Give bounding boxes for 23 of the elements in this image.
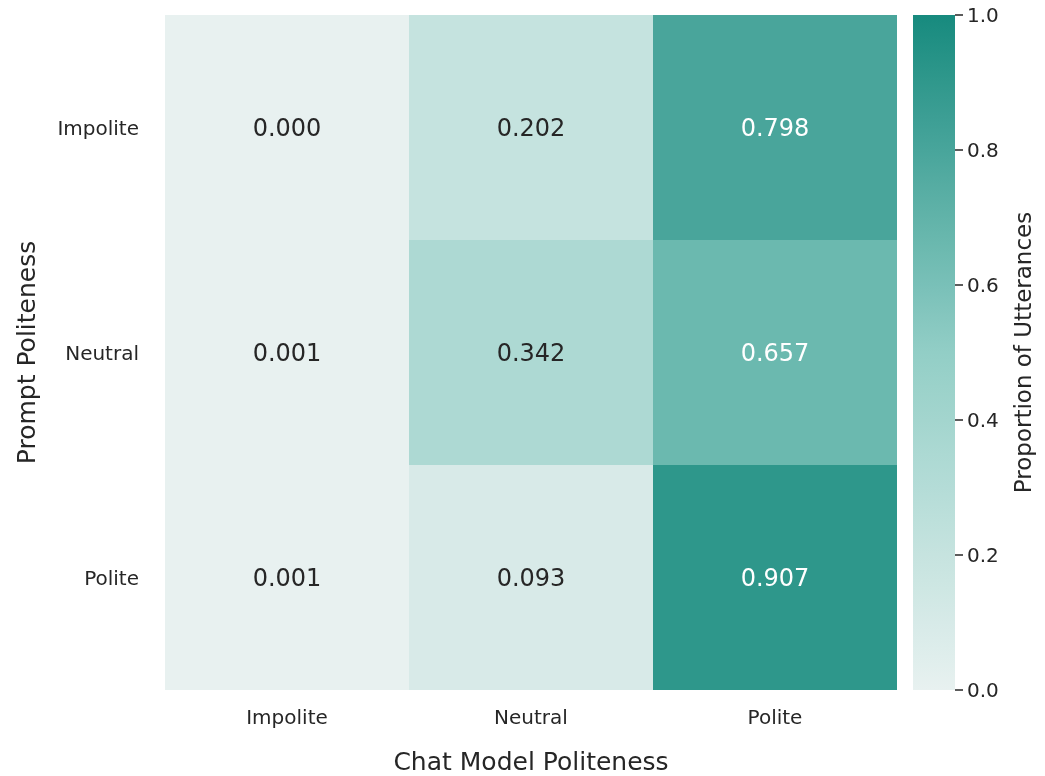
x-axis-title: Chat Model Politeness [393,747,669,776]
data-label: 0.093 [496,563,566,592]
color-bar-label: 0.2 [967,543,999,567]
y-axis-title: Prompt Politeness [11,240,41,465]
color-bar-label: 0.6 [967,273,999,297]
data-label: 0.001 [252,563,322,592]
color-bar-label: 0.4 [967,408,999,432]
data-label: 0.001 [252,338,322,367]
data-label: 0.202 [496,113,566,142]
data-label: 0.657 [740,338,810,367]
y-tick-label: Neutral [65,340,139,365]
data-label: 0.342 [496,338,566,367]
data-label: 0.798 [740,113,810,142]
x-tick-label: Polite [747,705,803,730]
data-label: 0.000 [252,113,322,142]
color-bar-label: 0.0 [967,678,999,702]
color-bar-label: 0.8 [967,138,999,162]
data-label: 0.907 [740,563,810,592]
y-tick-label: Impolite [57,115,139,140]
color-bar-title: Proportion of Utterances [1010,211,1036,494]
x-tick-label: Impolite [246,705,328,730]
x-tick-label: Neutral [494,705,568,730]
y-tick-label: Polite [84,565,139,590]
